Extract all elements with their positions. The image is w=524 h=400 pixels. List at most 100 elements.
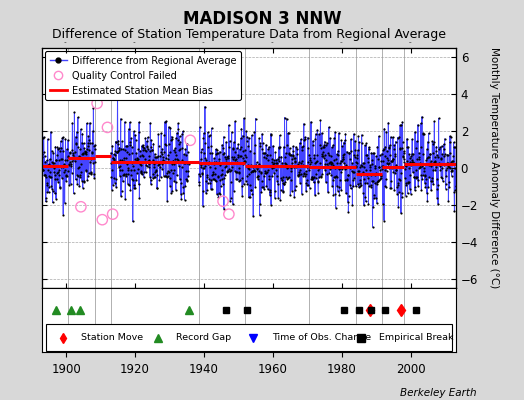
Point [127,172,136,178]
Point [397,170,405,176]
Point [343,176,351,183]
Point [298,146,307,153]
Point [135,194,144,201]
Point [356,164,365,170]
Point [393,184,401,190]
Point [210,159,218,166]
Point [361,180,369,186]
Point [388,158,396,164]
Point [271,149,279,156]
Point [184,173,192,179]
Point [247,187,255,193]
FancyBboxPatch shape [46,324,452,351]
Point [141,135,149,141]
Point [195,170,203,177]
Point [421,180,429,186]
Point [108,142,116,149]
Point [166,183,174,189]
Point [67,162,75,169]
Point [449,158,457,164]
Point [112,139,120,145]
Point [231,118,239,125]
Point [297,144,305,150]
Point [80,140,88,147]
Point [114,141,123,147]
Point [170,147,178,153]
Point [447,172,456,179]
Point [364,200,373,207]
Point [208,125,216,131]
Point [65,162,73,168]
Point [150,151,159,157]
Point [428,175,436,181]
Point [155,159,163,165]
Point [402,158,411,164]
Point [213,172,222,179]
Point [258,146,267,152]
Point [418,163,426,169]
Point [226,179,235,185]
Point [139,174,148,180]
Point [84,140,92,146]
Point [210,176,218,182]
Point [330,165,339,172]
Point [350,152,358,158]
Point [265,144,273,150]
Point [420,131,428,138]
Point [394,134,402,141]
Point [262,183,270,189]
Point [232,145,241,151]
Point [274,181,282,188]
Point [324,150,332,156]
Point [79,184,87,191]
Point [245,135,253,141]
Point [270,194,279,201]
Point [46,174,54,180]
Point [445,133,454,139]
Point [370,180,379,186]
Point [444,198,453,204]
Point [162,174,171,180]
Point [165,141,173,147]
Point [306,161,314,167]
Point [335,130,343,136]
Point [412,174,420,181]
Point [160,132,169,138]
Point [397,190,406,196]
Point [225,166,234,173]
Point [450,208,458,215]
Point [174,163,183,169]
Point [81,167,90,174]
Point [245,166,254,172]
Point [327,172,335,178]
Point [84,170,93,176]
Point [46,156,54,162]
Point [137,162,145,168]
Point [89,160,97,166]
Point [78,140,86,146]
Point [183,149,192,156]
Point [411,129,419,135]
Point [436,166,444,173]
Point [305,157,314,163]
Point [441,161,450,167]
Point [40,153,49,159]
Point [443,151,452,158]
Point [343,148,351,155]
Point [278,160,286,166]
Point [118,157,127,164]
Point [403,136,411,142]
Point [317,173,325,179]
Point [362,167,370,174]
Point [440,146,449,152]
Point [200,150,209,156]
Point [407,153,415,159]
Point [171,179,180,186]
Point [322,171,331,178]
Point [385,165,393,171]
Point [391,151,399,157]
Point [110,157,118,164]
Point [351,153,359,160]
Point [145,164,153,170]
Point [252,162,260,168]
